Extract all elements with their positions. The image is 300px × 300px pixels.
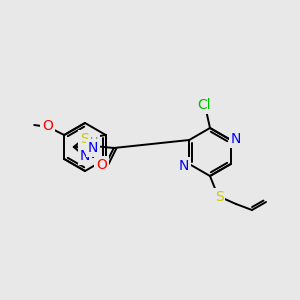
Text: S: S <box>214 190 224 204</box>
Text: N: N <box>88 141 98 155</box>
Text: N: N <box>80 149 90 164</box>
Text: H: H <box>90 137 98 147</box>
Text: N: N <box>179 159 189 173</box>
Text: S: S <box>80 132 89 145</box>
Text: O: O <box>96 158 107 172</box>
Text: O: O <box>42 119 53 133</box>
Text: N: N <box>231 132 241 146</box>
Text: Cl: Cl <box>197 98 211 112</box>
